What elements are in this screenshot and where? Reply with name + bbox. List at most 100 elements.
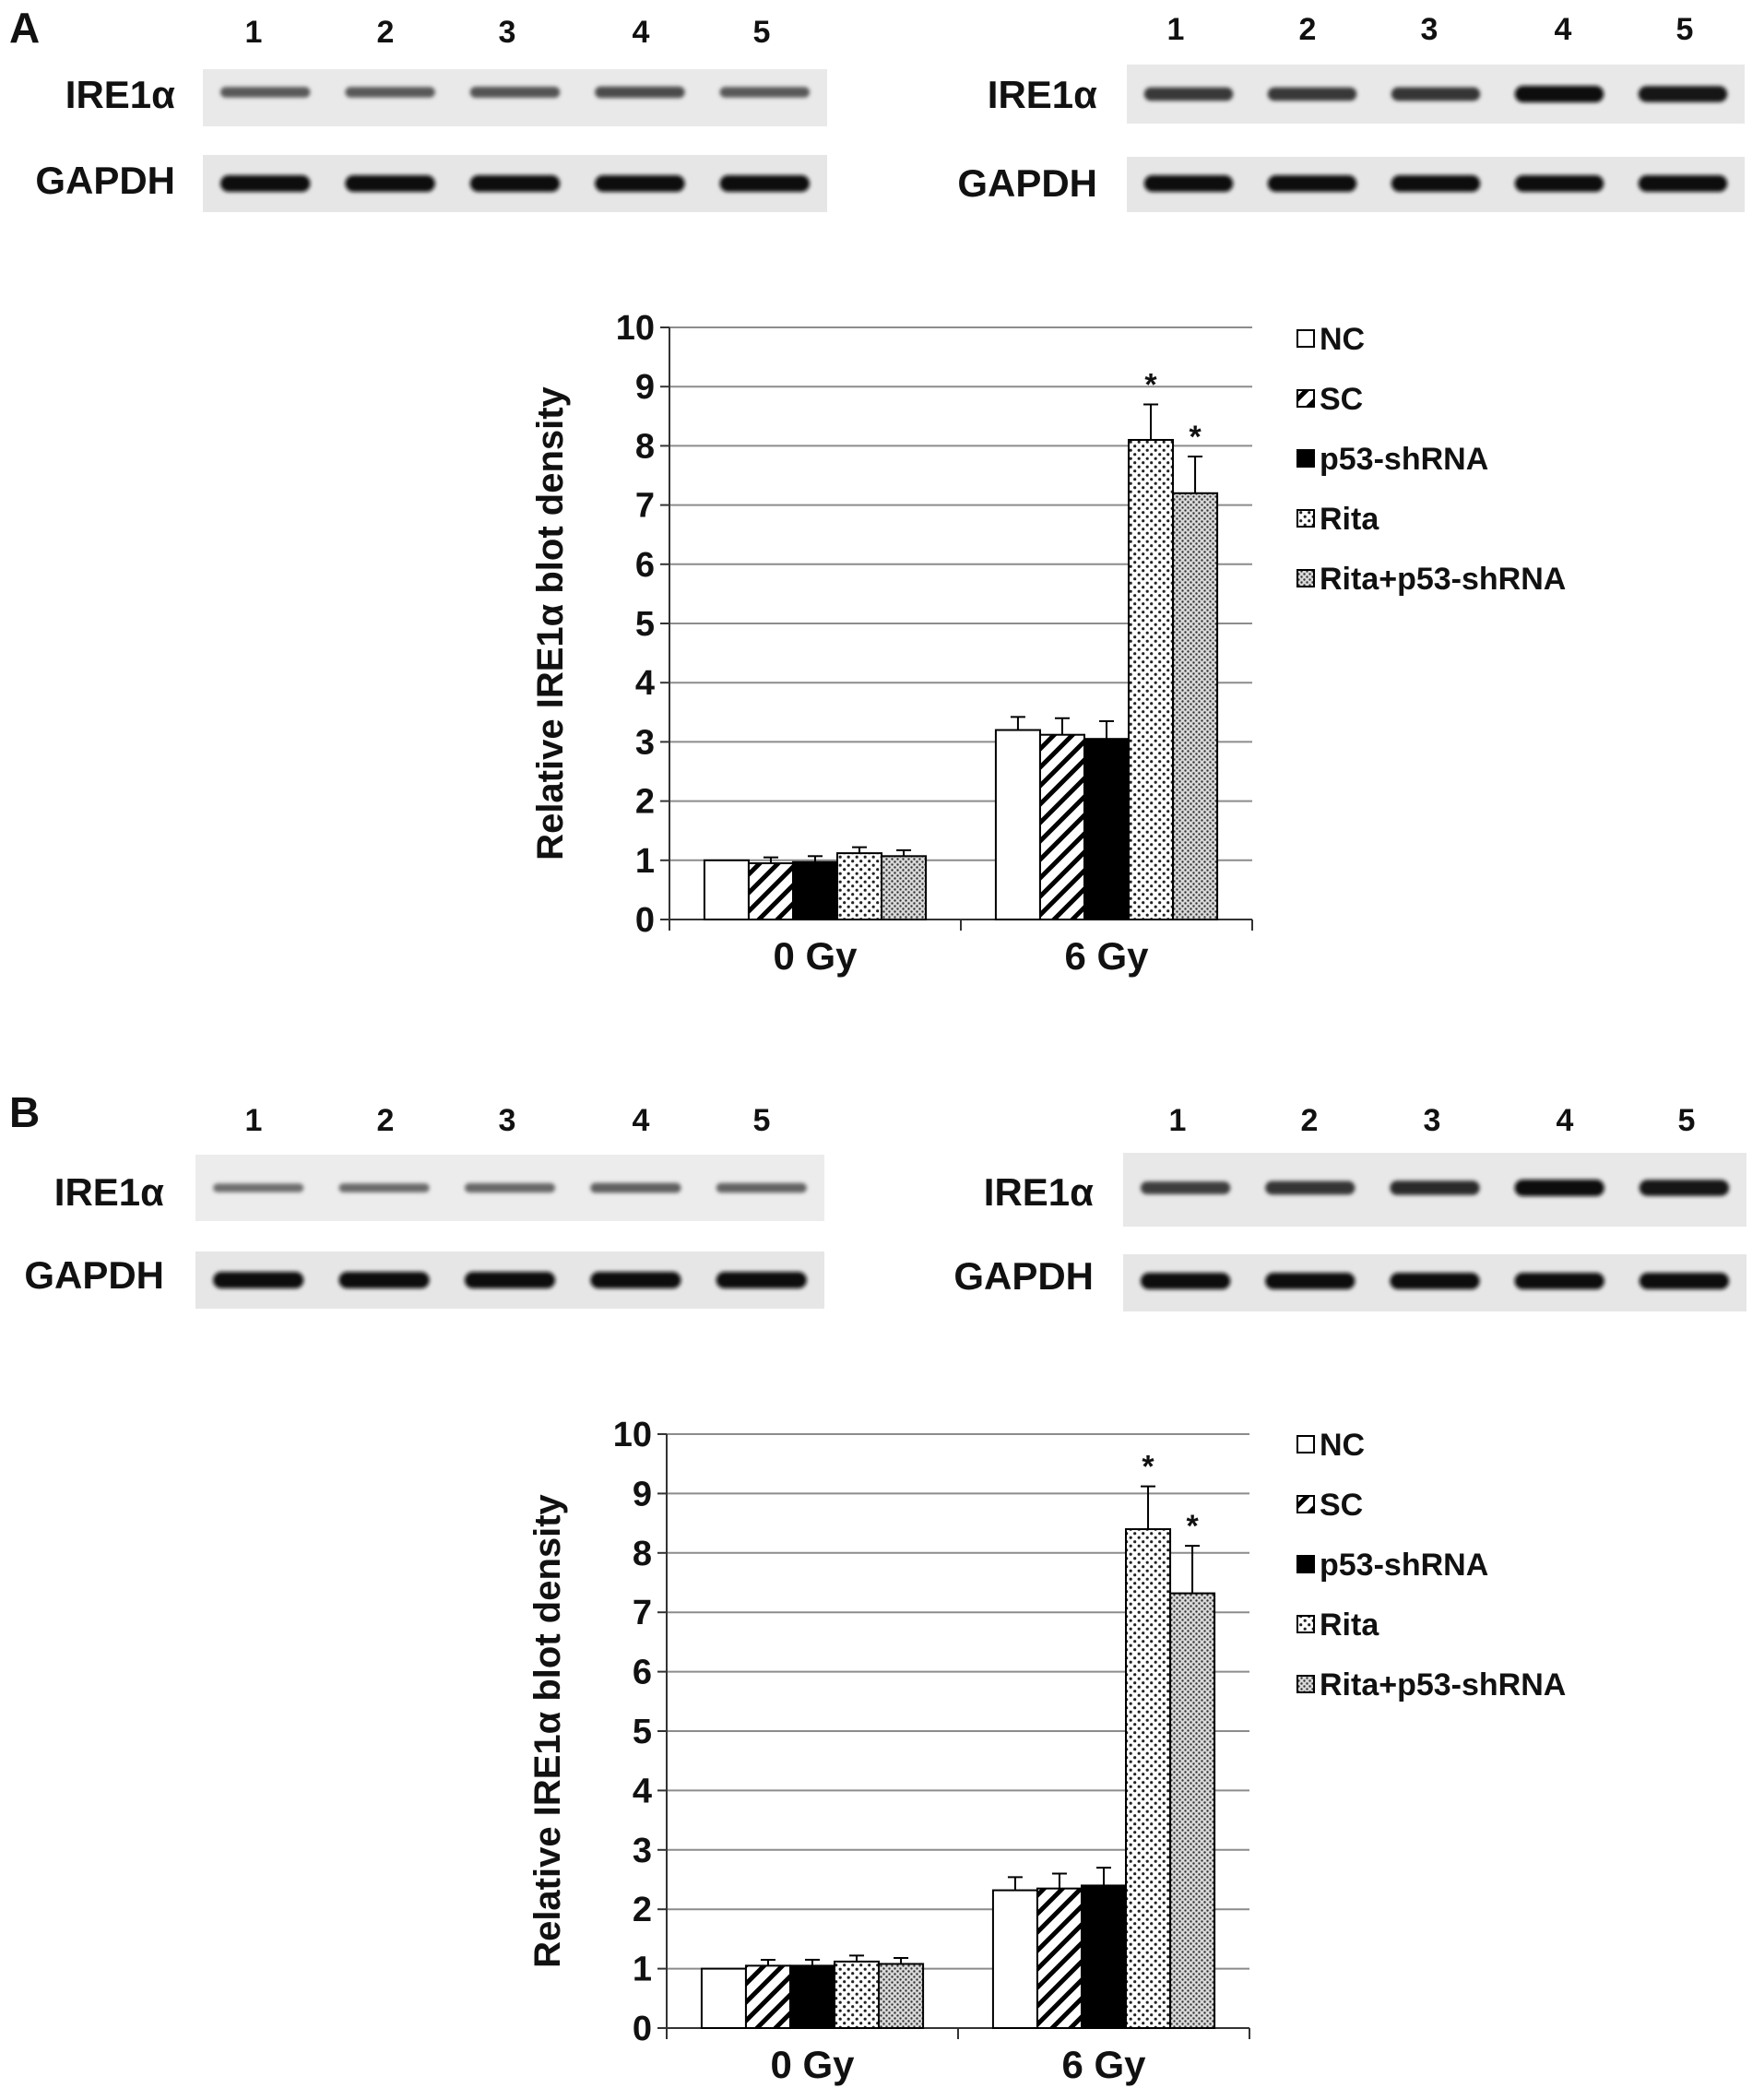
y-tick-label: 4	[633, 1772, 652, 1810]
significance-star: *	[1189, 420, 1202, 455]
y-tick-label: 9	[635, 368, 655, 407]
blot-band	[338, 1183, 430, 1192]
lane-number: 4	[1557, 1103, 1574, 1138]
blot-row-label: GAPDH	[24, 1253, 164, 1297]
lane-number: 5	[1678, 1103, 1696, 1138]
blot-bands	[213, 1182, 807, 1288]
blot-band	[338, 1272, 430, 1288]
blot-band	[590, 1272, 681, 1288]
lane-number: 4	[633, 15, 650, 50]
legend-label: NC	[1320, 322, 1365, 357]
blot-band	[1390, 1273, 1480, 1289]
blot-band	[1638, 86, 1728, 102]
blot-band	[469, 87, 561, 98]
bar	[1080, 1884, 1128, 2029]
legend-swatch	[1296, 1495, 1315, 1513]
blot-band	[1265, 1273, 1356, 1289]
legend-label: SC	[1320, 382, 1363, 417]
lane-number: 2	[377, 1103, 395, 1138]
blot-right: 1 2 3 4 5 IRE1α GAPDH	[957, 12, 1745, 212]
y-tick-label: 8	[633, 1535, 652, 1573]
lane-number: 3	[1421, 12, 1438, 47]
y-tick-label: 8	[635, 427, 655, 466]
blot-row-label: GAPDH	[953, 1254, 1094, 1298]
bar	[878, 1963, 925, 2029]
panel-a: A 1 2 3 4 5 IRE1α GAPDH 1 2 3 4 5 IRE1α …	[9, 4, 1745, 978]
blot-band	[590, 1182, 681, 1193]
lane-number: 3	[499, 15, 516, 50]
y-tick-label: 5	[635, 605, 655, 644]
legend-swatch	[1296, 1675, 1315, 1693]
blot-row-label: GAPDH	[35, 159, 175, 202]
y-tick-label: 2	[635, 783, 655, 822]
bar	[881, 855, 928, 921]
x-tick-label: 0 Gy	[773, 934, 858, 978]
y-tick-label: 3	[633, 1832, 652, 1870]
bar	[1169, 1592, 1216, 2030]
bar	[747, 862, 794, 921]
blot-band	[1391, 175, 1481, 192]
y-tick-label: 0	[635, 901, 655, 940]
bar	[994, 729, 1041, 920]
y-tick-label: 2	[633, 1891, 652, 1929]
lane-number: 2	[1299, 12, 1317, 47]
y-tick-label: 1	[635, 842, 655, 881]
blot-band	[1140, 1181, 1231, 1194]
bar-chart: Relative IRE1α blot density 0 1 2 3 4 5 6 7 8 9 10…	[527, 1416, 1566, 2086]
bar	[703, 859, 750, 920]
blot-row-label: IRE1α	[65, 73, 175, 116]
blot-row-label: IRE1α	[988, 73, 1097, 116]
legend-swatch	[1296, 1615, 1315, 1633]
blot-band	[1390, 1181, 1480, 1195]
y-tick-label: 7	[635, 487, 655, 526]
legend-label: NC	[1320, 1428, 1365, 1463]
y-tick-label: 10	[616, 309, 655, 348]
lane-number: 4	[1555, 12, 1572, 47]
bar	[1128, 438, 1175, 921]
blot-left: 1 2 3 4 5 IRE1α GAPDH	[24, 1103, 824, 1309]
y-tick-label: 6	[635, 546, 655, 585]
significance-star: *	[1142, 1450, 1154, 1485]
blot-band	[213, 1183, 304, 1192]
y-tick-label: 3	[635, 723, 655, 762]
blot-band	[345, 175, 435, 192]
y-tick-label: 5	[633, 1713, 652, 1751]
lane-number: 2	[377, 15, 395, 50]
blot-band	[1514, 175, 1604, 192]
legend-swatch	[1296, 1435, 1315, 1453]
legend-label: SC	[1320, 1488, 1363, 1523]
blot-band	[719, 87, 811, 98]
blot-band	[464, 1182, 556, 1193]
bar-chart: Relative IRE1α blot density 0 1 2 3 4 5 6 7 8 9 10…	[530, 309, 1566, 978]
blot-band	[1514, 86, 1604, 102]
panel-letter: A	[9, 4, 40, 52]
lane-number: 1	[245, 1103, 263, 1138]
legend-swatch	[1296, 329, 1315, 348]
y-tick-label: 0	[633, 2010, 652, 2048]
blot-band	[1143, 87, 1234, 101]
blot-band	[719, 175, 811, 192]
blot-band	[1267, 87, 1357, 101]
lane-number: 1	[245, 15, 263, 50]
legend-swatch	[1296, 389, 1315, 408]
blot-band	[716, 1182, 807, 1193]
blot-band	[1267, 175, 1357, 192]
legend-label: p53-shRNA	[1320, 442, 1488, 477]
blot-left: 1 2 3 4 5 IRE1α GAPDH	[35, 15, 827, 212]
y-tick-label: 6	[633, 1654, 652, 1692]
x-tick-label: 6 Gy	[1064, 934, 1149, 978]
blot-band	[1391, 87, 1481, 101]
bar	[791, 860, 839, 921]
y-tick-label: 10	[613, 1416, 652, 1454]
bar	[1083, 738, 1131, 920]
blot-bands	[1143, 86, 1728, 192]
x-tick-label: 6 Gy	[1061, 2043, 1146, 2086]
lane-number: 3	[499, 1103, 516, 1138]
y-tick-label: 7	[633, 1594, 652, 1632]
legend-swatch	[1296, 509, 1315, 528]
legend-swatch	[1296, 1555, 1315, 1573]
bar	[1038, 733, 1085, 920]
blot-band	[1639, 1180, 1730, 1196]
bar	[700, 1967, 747, 2030]
lane-number: 5	[753, 1103, 771, 1138]
